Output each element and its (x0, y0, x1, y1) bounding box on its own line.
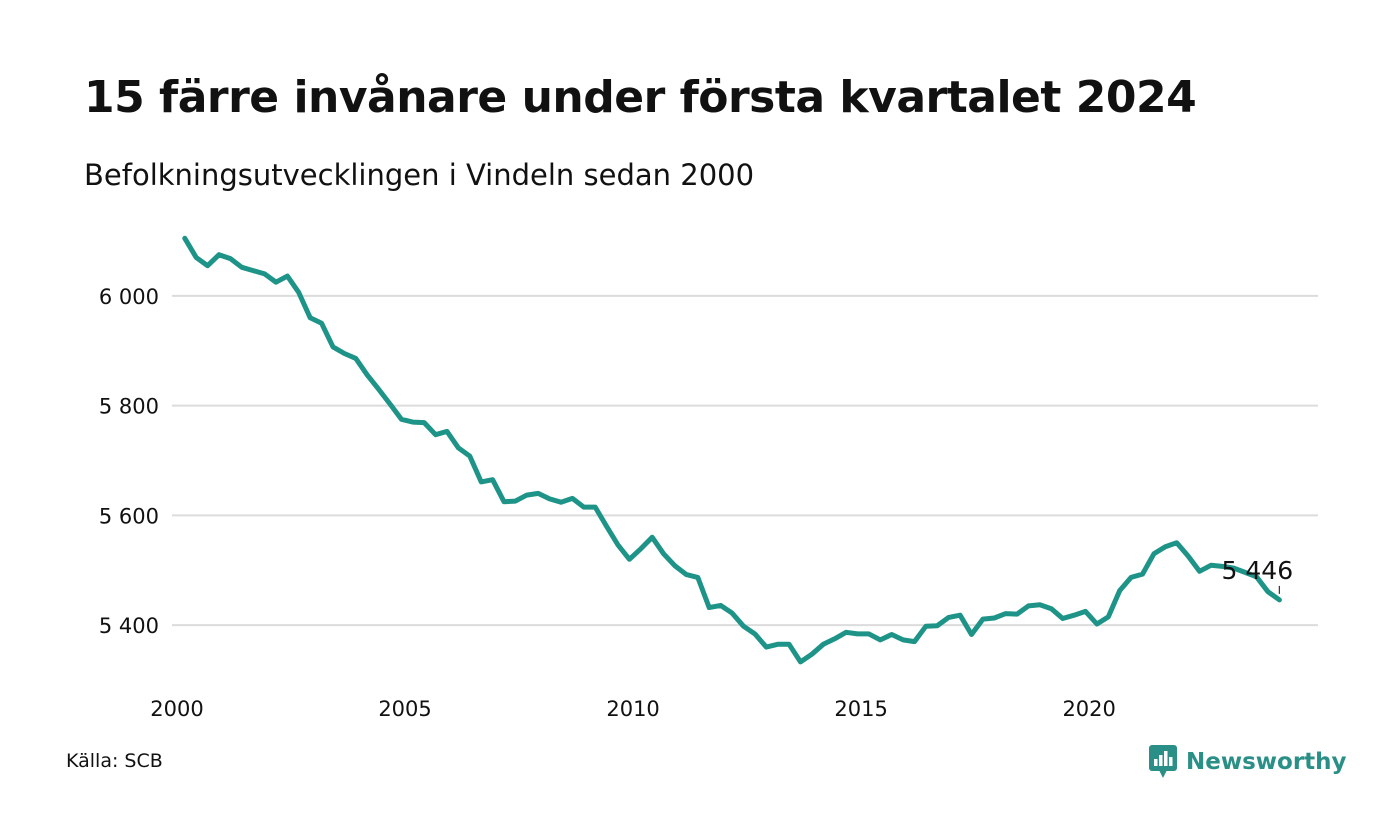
gridlines (172, 294, 1318, 627)
x-tick-label: 2005 (378, 697, 431, 721)
y-tick-label: 5 400 (99, 614, 159, 638)
y-tick-label: 6 000 (99, 285, 159, 309)
x-tick-label: 2010 (606, 697, 659, 721)
y-tick-label: 5 600 (99, 504, 159, 528)
brand-logo: Newsworthy (1148, 744, 1347, 780)
y-tick-label: 5 800 (99, 395, 159, 419)
population-line (182, 235, 1282, 665)
y-axis-ticks: 5 400 5 600 5 800 6 000 (99, 285, 159, 638)
brand-name: Newsworthy (1186, 749, 1347, 775)
chart-subtitle: Befolkningsutvecklingen i Vindeln sedan … (84, 158, 755, 192)
newsworthy-chart-bubble-icon (1149, 745, 1177, 778)
chart-title: 15 färre invånare under första kvartalet… (84, 72, 1197, 123)
end-value-label: 5 446 (1222, 556, 1294, 585)
x-tick-label: 2020 (1062, 697, 1115, 721)
x-tick-label: 2015 (834, 697, 887, 721)
source-note: Källa: SCB (66, 750, 163, 772)
x-tick-label: 2000 (150, 697, 203, 721)
x-axis-ticks: 2000 2005 2010 2015 2020 (150, 697, 1116, 721)
